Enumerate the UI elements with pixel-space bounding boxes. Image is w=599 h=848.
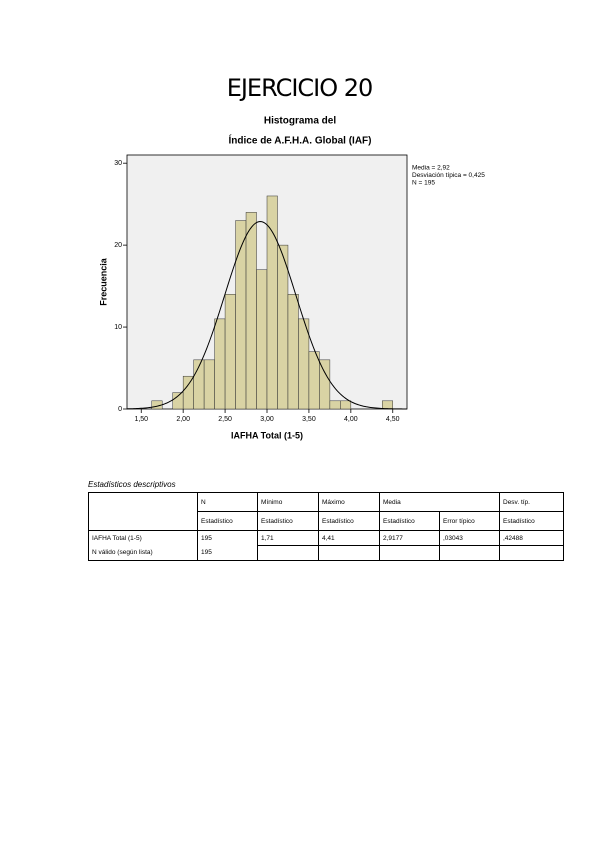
table-row: IAFHA Total (1-5) 195 1,71 4,41 2,9177,03043… (88, 530, 564, 546)
table-cell: 1,71 (257, 530, 319, 546)
chart: Histograma del Índice de A.F.H.A. Global … (98, 116, 485, 441)
table-row: Estadístico Estadístico Estadístico Estadís… (89, 511, 564, 531)
table-cell: ,03043 (439, 530, 500, 546)
x-tick-label: 2,50 (218, 416, 232, 423)
table-cell: Desv. típ. (499, 492, 564, 512)
table-cell (88, 492, 198, 531)
bar (266, 195, 278, 410)
chart-title: Histograma del (264, 116, 336, 127)
x-tick-label: 1,50 (134, 416, 148, 423)
bar (298, 318, 310, 410)
table-cell: 195 (197, 530, 258, 546)
table-cell: 4,41 (318, 530, 380, 546)
bar (203, 359, 215, 410)
y-tick-label: 30 (114, 160, 122, 167)
y-tick-label: 10 (114, 324, 122, 331)
bar (319, 359, 331, 410)
table-cell: Estadístico (318, 511, 380, 531)
table-cell: Estadístico (379, 511, 440, 531)
stats-table: N Mínimo Máximo Media Desv. típ. Estadístico E… (88, 492, 564, 561)
table-cell: Estadístico (499, 511, 564, 531)
bar (277, 244, 289, 410)
table-row: N Mínimo Máximo Media Desv. típ. (88, 492, 564, 531)
bar (287, 294, 299, 410)
page-title: EJERCICIO 20 (226, 74, 374, 102)
table-cell: IAFHA Total (1-5) (88, 530, 198, 546)
bar (256, 269, 268, 410)
table-cell: ,42488 (499, 530, 564, 546)
bar (182, 375, 194, 410)
table-cell (499, 545, 564, 561)
chart-subtitle: Índice de A.F.H.A. Global (IAF) (229, 134, 372, 147)
table-cell: 195 (197, 545, 258, 561)
table-cell: Error típico (439, 511, 500, 531)
bar (308, 351, 320, 410)
table-cell: Estadístico (197, 511, 258, 531)
stat-label: Desviación típica = 0,425 (412, 172, 485, 179)
bar (340, 400, 352, 410)
x-tick-label: 4,50 (386, 416, 400, 423)
y-tick-label: 20 (114, 242, 122, 249)
table-cell (379, 545, 440, 561)
normal-curve (126, 221, 408, 410)
y-axis-label: Frecuencia (98, 257, 108, 306)
table-cell: Media (379, 492, 500, 512)
table-cell: Estadístico (257, 511, 319, 531)
table-cell (439, 545, 500, 561)
bar (329, 400, 341, 410)
table-cell (318, 545, 380, 561)
table-row: N válido (según lista) 195 (88, 545, 564, 561)
table-cell: Mínimo (257, 492, 319, 512)
stat-label: N = 195 (412, 180, 435, 187)
table-caption: Estadísticos descriptivos (88, 480, 176, 489)
x-tick-label: 2,00 (176, 416, 190, 423)
bar (245, 212, 257, 410)
y-tick-label: 0 (118, 406, 122, 413)
stat-label: Media = 2,92 (412, 165, 450, 172)
bar (172, 392, 184, 410)
x-axis-label: IAFHA Total (1-5) (231, 430, 303, 440)
x-tick-label: 3,00 (260, 416, 274, 423)
bar (382, 400, 393, 410)
bar (214, 318, 226, 410)
table-cell: N válido (según lista) (88, 545, 198, 561)
table-cell: N (197, 492, 258, 512)
bar (224, 294, 236, 410)
table-cell (257, 545, 319, 561)
table-cell: 2,9177 (379, 530, 440, 546)
x-tick-label: 3,50 (302, 416, 316, 423)
x-tick-label: 4,00 (344, 416, 358, 423)
table-cell: Máximo (318, 492, 380, 512)
